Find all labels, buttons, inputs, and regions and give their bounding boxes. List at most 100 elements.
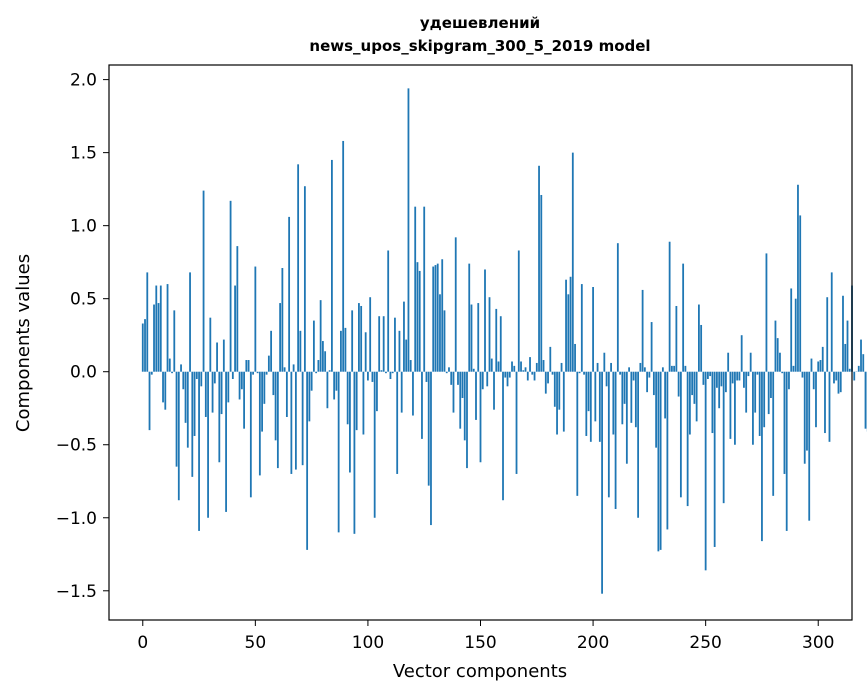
bar — [499, 316, 502, 372]
bar — [641, 289, 644, 372]
bar — [607, 371, 610, 498]
bar — [441, 259, 444, 372]
bar — [632, 371, 635, 381]
bar — [477, 303, 480, 372]
bar — [515, 371, 518, 474]
bar — [560, 362, 563, 372]
bar — [817, 361, 820, 372]
bar — [695, 371, 698, 422]
bar — [207, 371, 209, 518]
bar — [319, 300, 322, 372]
bar — [479, 371, 482, 463]
bar — [490, 358, 493, 372]
bar — [598, 371, 601, 442]
bar — [144, 319, 146, 372]
bar — [556, 371, 558, 435]
bar — [382, 316, 385, 372]
bar — [333, 371, 336, 400]
bar — [538, 165, 540, 372]
bar — [443, 310, 446, 372]
bar — [857, 365, 860, 372]
bar — [306, 371, 309, 550]
bar — [646, 371, 649, 393]
bar — [612, 371, 615, 435]
bar — [657, 371, 660, 552]
x-tick-label: 0 — [137, 633, 148, 653]
bar — [776, 338, 779, 372]
bar — [243, 371, 245, 429]
bar — [864, 371, 867, 429]
bar — [621, 371, 624, 425]
bar — [842, 295, 844, 372]
bar — [358, 303, 360, 372]
bar — [819, 360, 822, 372]
x-tick-label: 200 — [577, 633, 609, 653]
bar — [454, 237, 457, 372]
bar — [533, 371, 536, 381]
bar — [659, 371, 662, 550]
bar — [234, 285, 236, 372]
bar — [772, 371, 775, 496]
bar — [504, 371, 507, 378]
bar — [335, 371, 338, 391]
bar — [589, 371, 592, 442]
bar — [815, 371, 817, 428]
bar — [567, 294, 570, 372]
bar — [337, 371, 340, 533]
bar — [448, 367, 450, 372]
bar — [342, 140, 345, 372]
bar — [803, 371, 806, 464]
bar — [177, 371, 180, 501]
bar — [481, 371, 484, 390]
bar — [691, 371, 694, 396]
bar — [810, 358, 813, 372]
bar — [524, 367, 527, 372]
bar — [245, 360, 248, 372]
bar — [299, 330, 302, 372]
bar — [752, 371, 754, 445]
bar — [821, 346, 824, 372]
bar — [184, 371, 187, 423]
bar — [580, 284, 583, 372]
bar — [430, 371, 432, 526]
bar — [529, 357, 531, 372]
bar — [677, 371, 680, 397]
bar — [272, 371, 275, 396]
bar — [340, 330, 342, 372]
bar — [709, 371, 712, 377]
bar — [565, 279, 567, 372]
bar — [290, 371, 293, 474]
bar — [360, 305, 363, 372]
bar — [668, 241, 671, 372]
bar — [254, 266, 257, 372]
bar — [835, 371, 838, 381]
bar — [756, 371, 759, 375]
bar — [387, 250, 390, 372]
bar — [702, 371, 705, 385]
bar — [770, 371, 772, 398]
bar — [315, 371, 318, 374]
bar — [824, 371, 826, 434]
bar — [189, 272, 191, 372]
bar — [797, 184, 799, 372]
bar — [684, 365, 687, 372]
bar — [369, 297, 372, 372]
bar — [745, 371, 748, 413]
bar — [808, 371, 811, 521]
bar — [173, 310, 176, 372]
bar — [452, 371, 455, 413]
bar — [592, 287, 594, 372]
bar — [434, 265, 437, 372]
bar — [727, 352, 730, 372]
bar — [412, 371, 414, 416]
bar — [394, 317, 396, 372]
bar — [285, 371, 288, 417]
y-tick-label: 0.5 — [70, 290, 97, 310]
bar — [790, 288, 793, 372]
bar — [171, 371, 173, 374]
bar — [445, 371, 448, 374]
bar — [738, 371, 741, 381]
bar — [146, 272, 149, 372]
bar — [619, 371, 621, 375]
bar — [673, 365, 676, 372]
